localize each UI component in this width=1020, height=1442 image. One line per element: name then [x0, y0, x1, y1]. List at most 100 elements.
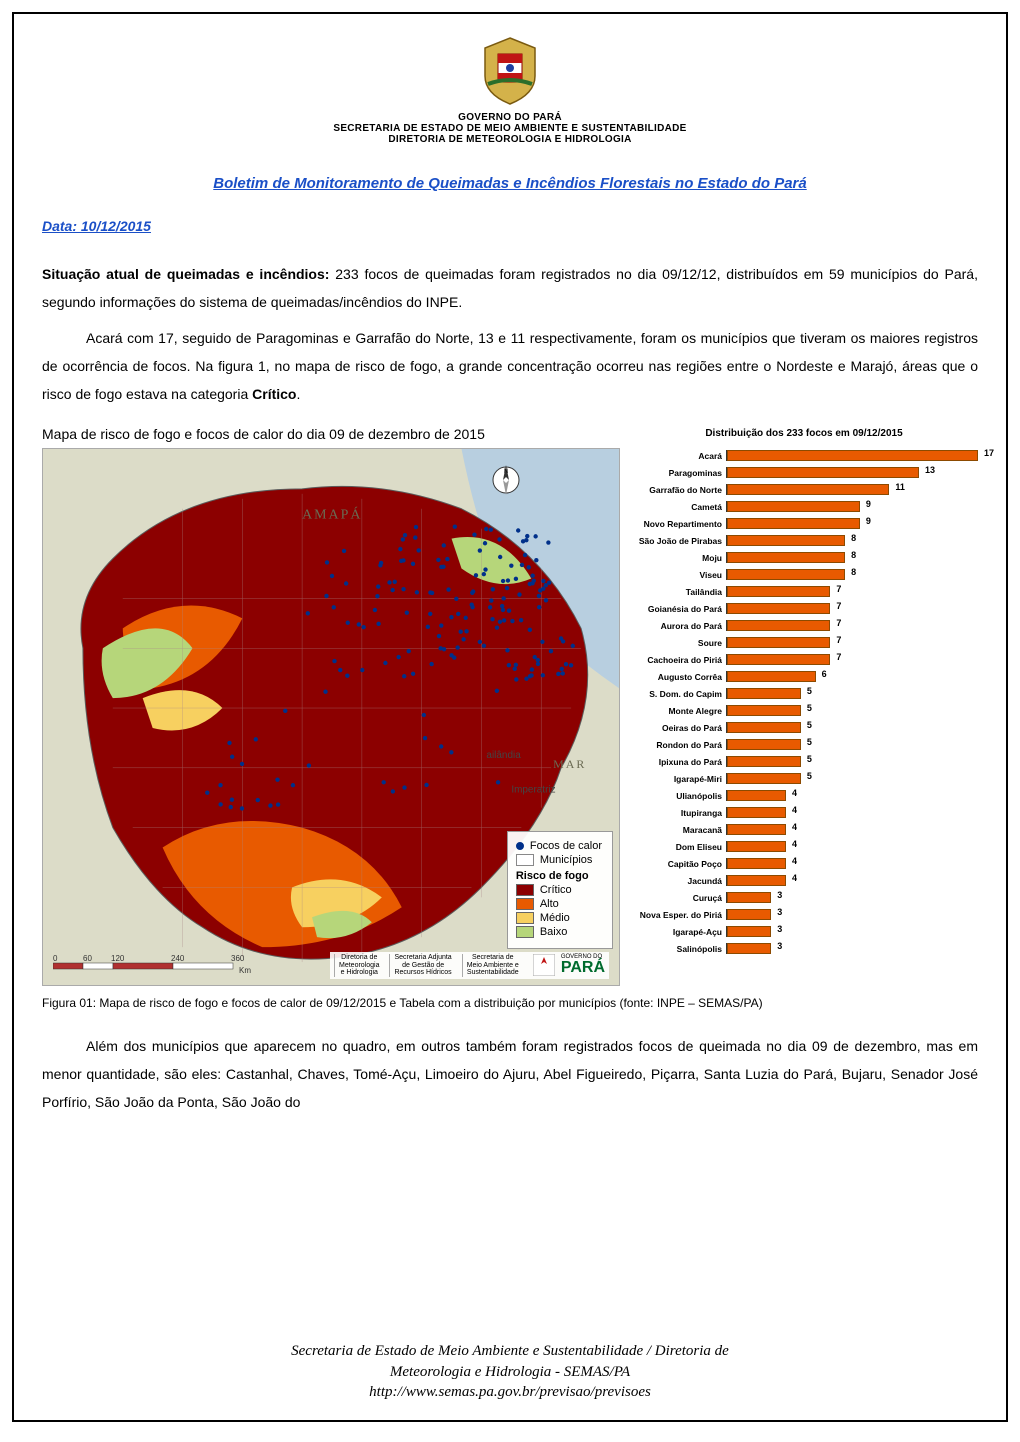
bar-track: 3 — [726, 909, 978, 920]
bar-value: 3 — [777, 890, 782, 900]
mini-logo-2: Secretaria Adjuntade Gestão deRecursos H… — [389, 954, 455, 977]
figure-caption: Figura 01: Mapa de risco de fogo e focos… — [42, 996, 978, 1010]
bar-value: 7 — [836, 618, 841, 628]
footer-line-3: http://www.semas.pa.gov.br/previsao/prev… — [14, 1382, 1006, 1402]
para-brand-logo — [529, 954, 555, 976]
bar-value: 8 — [851, 533, 856, 543]
mar-label: MAR — [553, 757, 586, 771]
paragraph-2: Acará com 17, seguido de Paragominas e G… — [42, 324, 978, 408]
legend-medio: Médio — [540, 912, 570, 924]
legend-alto: Alto — [540, 898, 559, 910]
gov-line: GOVERNO DO PARÁ — [42, 112, 978, 123]
page-footer: Secretaria de Estado de Meio Ambiente e … — [14, 1341, 1006, 1402]
legend-municipios: Municípios — [540, 854, 593, 866]
bar-fill — [727, 875, 786, 886]
svg-text:60: 60 — [83, 954, 92, 963]
svg-text:Km: Km — [239, 966, 251, 975]
date-link[interactable]: Data: 10/12/2015 — [42, 218, 151, 234]
bar-value: 7 — [836, 635, 841, 645]
bar-label: São João de Pirabas — [630, 536, 726, 546]
bar-fill — [727, 603, 830, 614]
bar-value: 4 — [792, 788, 797, 798]
bar-label: Dom Eliseu — [630, 842, 726, 852]
bar-value: 7 — [836, 652, 841, 662]
bar-row: Cachoeira do Piriá7 — [630, 651, 978, 668]
bar-row: Garrafão do Norte11 — [630, 481, 978, 498]
bar-label: Itupiranga — [630, 808, 726, 818]
bar-row: Ipixuna do Pará5 — [630, 753, 978, 770]
bar-row: Tailândia 7 — [630, 583, 978, 600]
para2-end: . — [296, 386, 300, 402]
bar-value: 4 — [792, 839, 797, 849]
bar-row: Ulianópolis4 — [630, 787, 978, 804]
bar-label: Salinópolis — [630, 944, 726, 954]
bar-row: Nova Esper. do Piriá3 — [630, 906, 978, 923]
bar-value: 7 — [836, 584, 841, 594]
bar-track: 9 — [726, 518, 978, 529]
bar-row: Oeiras do Pará5 — [630, 719, 978, 736]
bar-row: Aurora do Pará7 — [630, 617, 978, 634]
bar-track: 11 — [726, 484, 978, 495]
legend-focos: Focos de calor — [530, 840, 602, 852]
imperatriz-label: Imperatriz — [511, 785, 555, 796]
amapa-label: AMAPÁ — [302, 506, 362, 523]
bar-track: 5 — [726, 773, 978, 784]
bar-label: Cametá — [630, 502, 726, 512]
bar-track: 8 — [726, 552, 978, 563]
bar-fill — [727, 858, 786, 869]
bar-fill — [727, 620, 830, 631]
bar-track: 6 — [726, 671, 978, 682]
bar-label: Augusto Corrêa — [630, 672, 726, 682]
bar-track: 5 — [726, 722, 978, 733]
legend-focus-dot-icon — [516, 842, 524, 850]
footer-line-1: Secretaria de Estado de Meio Ambiente e … — [14, 1341, 1006, 1361]
bar-row: Jacundá4 — [630, 872, 978, 889]
fire-risk-map: AMAPÁ MAR Imperatriz ailândia N Focos de… — [42, 448, 620, 986]
bar-row: Dom Eliseu 4 — [630, 838, 978, 855]
bar-track: 8 — [726, 569, 978, 580]
compass-icon: N — [489, 463, 523, 497]
bar-track: 7 — [726, 586, 978, 597]
bar-value: 9 — [866, 499, 871, 509]
svg-text:0: 0 — [53, 954, 58, 963]
bar-fill — [727, 671, 816, 682]
bar-track: 8 — [726, 535, 978, 546]
bar-label: Maracanã — [630, 825, 726, 835]
paragraph-3: Além dos municípios que aparecem no quad… — [42, 1032, 978, 1116]
bar-fill — [727, 535, 845, 546]
bar-fill — [727, 552, 845, 563]
ailandia-label: ailândia — [486, 750, 521, 761]
bar-fill — [727, 807, 786, 818]
legend-risk-title: Risco de fogo — [516, 870, 602, 882]
bar-fill — [727, 484, 889, 495]
bar-fill — [727, 467, 919, 478]
bar-value: 5 — [807, 686, 812, 696]
bar-row: Viseu8 — [630, 566, 978, 583]
bar-value: 6 — [822, 669, 827, 679]
bar-row: Igarapé-Miri5 — [630, 770, 978, 787]
bar-label: Goianésia do Pará — [630, 604, 726, 614]
chart-title: Distribuição dos 233 focos em 09/12/2015 — [630, 428, 978, 439]
map-title: Mapa de risco de fogo e focos de calor d… — [42, 426, 622, 442]
bar-fill — [727, 518, 860, 529]
bar-row: Rondon do Pará5 — [630, 736, 978, 753]
map-legend: Focos de calor Municípios Risco de fogo … — [507, 831, 613, 949]
bar-value: 5 — [807, 771, 812, 781]
bar-track: 7 — [726, 620, 978, 631]
bar-track: 4 — [726, 875, 978, 886]
mini-logo-3: Secretaria deMeio Ambiente eSustentabili… — [462, 954, 523, 977]
bar-row: Salinópolis3 — [630, 940, 978, 957]
bar-track: 5 — [726, 739, 978, 750]
bar-row: Cametá 9 — [630, 498, 978, 515]
bar-label: Tailândia — [630, 587, 726, 597]
bar-label: Ipixuna do Pará — [630, 757, 726, 767]
bar-label: Capitão Poço — [630, 859, 726, 869]
bar-row: Igarapé-Açu3 — [630, 923, 978, 940]
footer-line-2: Meteorologia e Hidrologia - SEMAS/PA — [14, 1362, 1006, 1382]
para2-bold: Crítico — [252, 386, 296, 402]
legend-baixo: Baixo — [540, 926, 568, 938]
bar-row: Paragominas13 — [630, 464, 978, 481]
bar-label: Moju — [630, 553, 726, 563]
bulletin-title-link[interactable]: Boletim de Monitoramento de Queimadas e … — [42, 175, 978, 192]
bar-label: Novo Repartimento — [630, 519, 726, 529]
